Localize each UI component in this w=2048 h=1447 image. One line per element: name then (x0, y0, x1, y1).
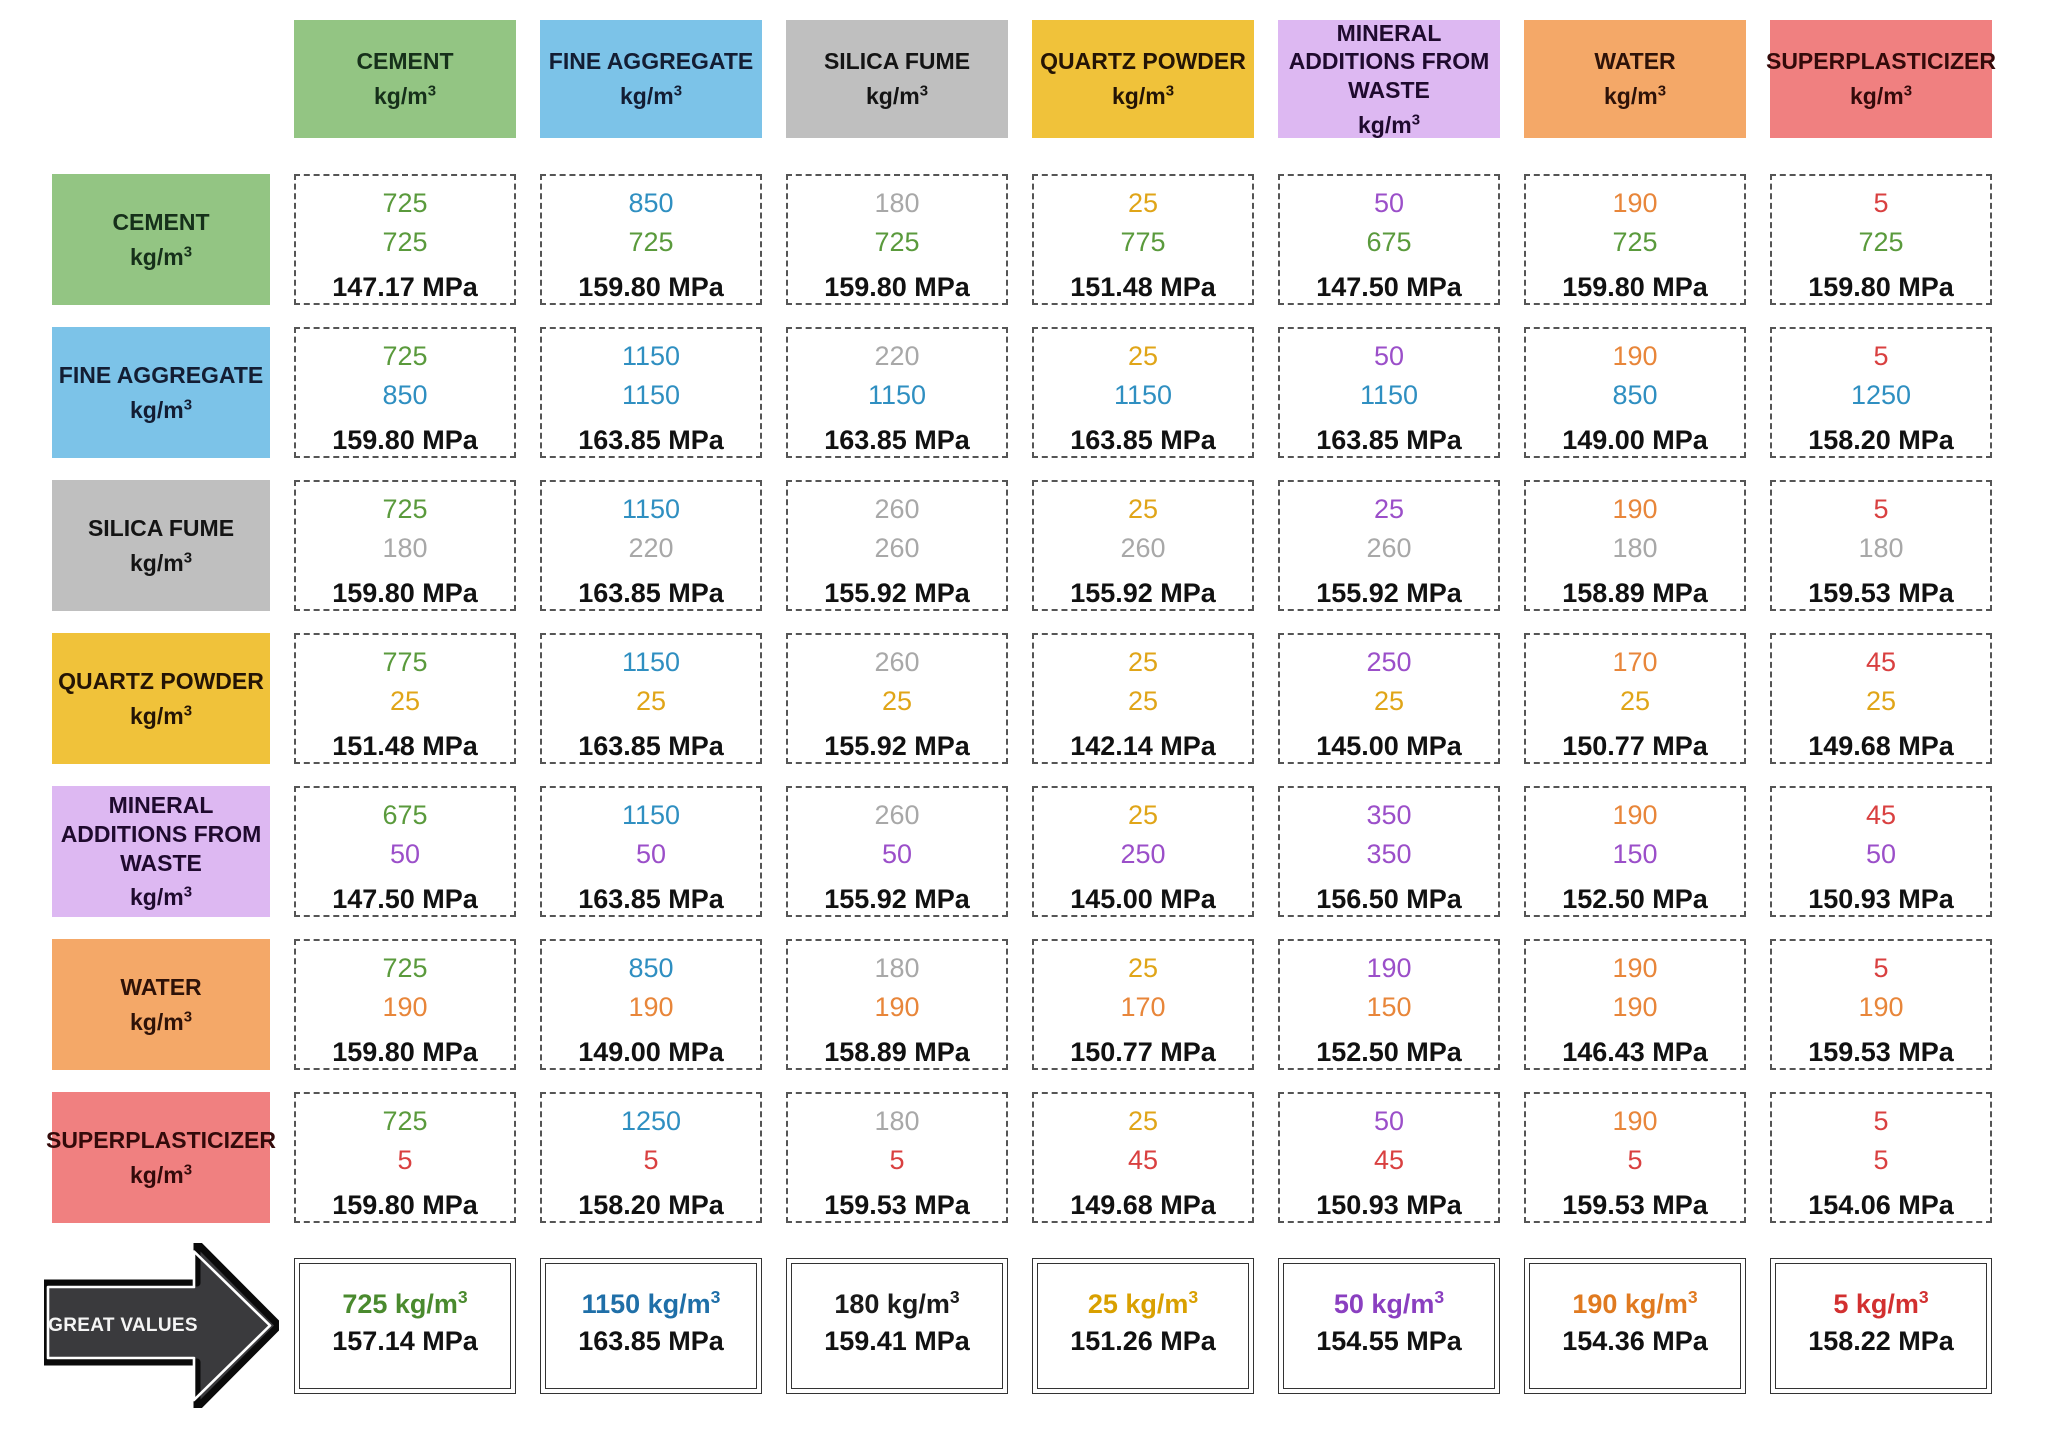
svg-text:GREAT VALUES: GREAT VALUES (48, 1315, 198, 1336)
